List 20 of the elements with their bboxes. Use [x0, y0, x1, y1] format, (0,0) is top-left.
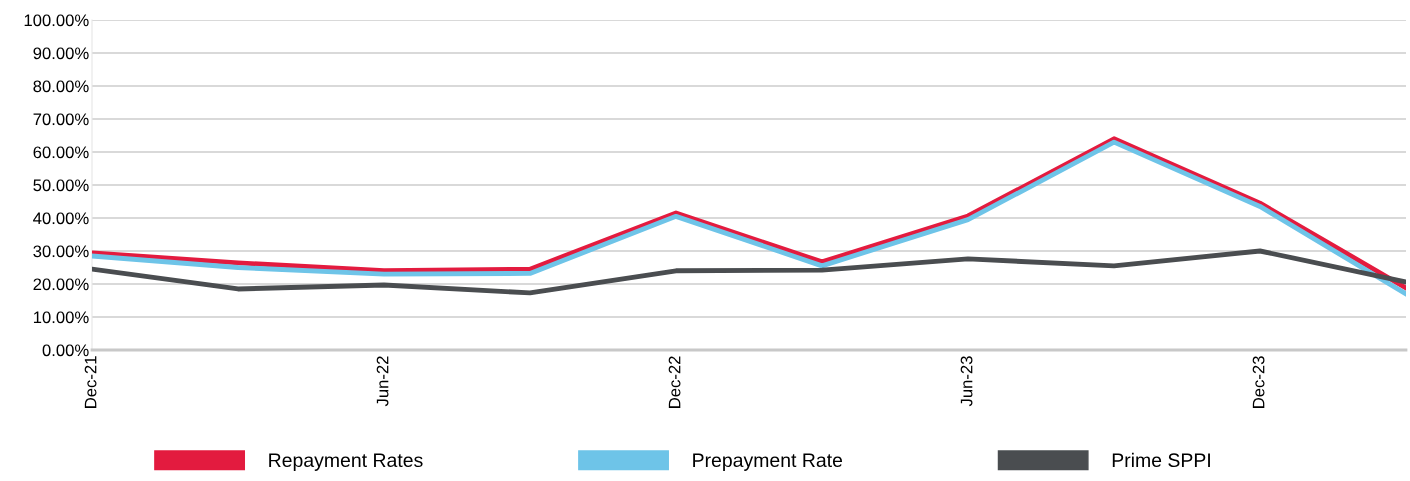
y-tick-label: 10.00%: [33, 311, 89, 324]
y-tick-label: 40.00%: [33, 212, 89, 225]
x-tick-label: Dec-23: [1252, 356, 1265, 408]
x-tick-label: Jun-23: [960, 356, 973, 407]
x-tick-label: Jun-22: [376, 356, 389, 407]
y-tick-label: 20.00%: [33, 278, 89, 291]
legend-label: Prepayment Rate: [693, 453, 843, 471]
x-tick-label: Dec-21: [84, 356, 97, 408]
y-tick-label: 0.00%: [42, 344, 89, 357]
y-tick-label: 100.00%: [24, 14, 89, 27]
y-tick-label: 80.00%: [33, 80, 89, 93]
y-tick-label: 30.00%: [33, 245, 89, 258]
y-tick-label: 90.00%: [33, 47, 89, 60]
legend-label: Repayment Rates: [269, 453, 423, 471]
y-tick-label: 60.00%: [33, 146, 89, 159]
legend-label: Prime SPPI: [1112, 452, 1210, 468]
y-tick-label: 50.00%: [33, 179, 89, 192]
line-series: [92, 248, 1406, 296]
y-tick-label: 70.00%: [33, 113, 89, 126]
x-tick-label: Dec-22: [668, 356, 681, 408]
